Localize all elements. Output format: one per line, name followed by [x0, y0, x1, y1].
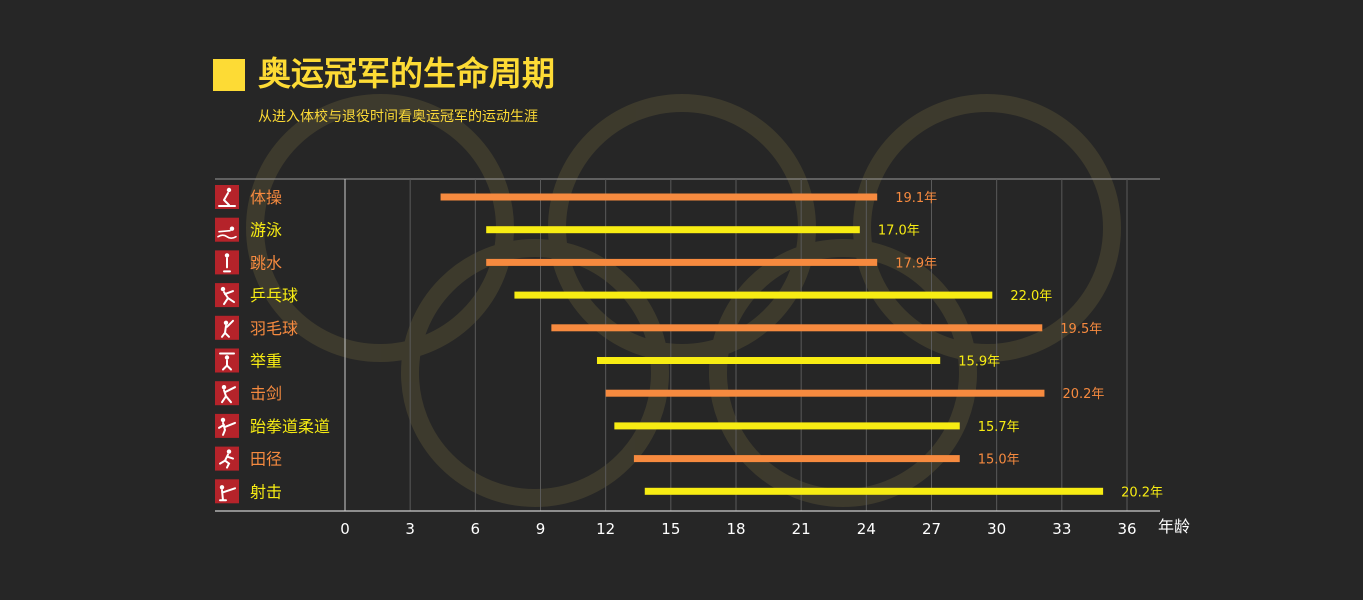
icon-stroke [217, 229, 237, 239]
taekwondo-judo-icon [215, 413, 239, 438]
value-label: 17.0年 [878, 224, 920, 239]
value-label: 22.0年 [1010, 289, 1052, 304]
range-bar [514, 291, 993, 299]
shooting-icon [215, 479, 239, 504]
category-label: 游泳 [250, 221, 282, 240]
swimming-icon [215, 217, 239, 242]
fencing-icon [215, 381, 239, 406]
value-label: 15.7年 [978, 420, 1020, 435]
gymnastics-icon [215, 185, 239, 209]
range-bar [440, 193, 878, 201]
x-tick-label: 36 [1117, 520, 1136, 538]
value-label: 19.1年 [895, 191, 937, 206]
ring-top-right [853, 94, 1121, 362]
range-bar [596, 357, 941, 364]
category-label: 田径 [250, 450, 282, 469]
value-label: 19.5年 [1060, 322, 1102, 337]
icon-head [223, 320, 229, 325]
icon-stroke [219, 352, 235, 371]
athletics-icon [215, 446, 239, 471]
x-tick-label: 3 [405, 520, 415, 538]
icon-head [221, 385, 227, 390]
badminton-icon [215, 315, 239, 340]
icon-stroke [219, 487, 236, 502]
value-label: 20.2年 [1062, 387, 1104, 402]
x-tick-label: 24 [857, 520, 876, 538]
x-tick-label: 6 [471, 520, 481, 538]
weightlifting-icon [215, 348, 239, 373]
icon-stroke [218, 192, 236, 207]
value-label: 17.9年 [895, 256, 937, 271]
icon-tile [215, 217, 239, 242]
x-tick-label: 9 [536, 520, 546, 538]
icon-head [220, 417, 226, 423]
icon-stroke [223, 257, 231, 273]
category-label: 射击 [250, 482, 282, 501]
icon-head [224, 253, 230, 258]
value-label: 15.9年 [958, 355, 1000, 370]
x-axis-title: 年龄 [1158, 517, 1190, 536]
icon-stroke [221, 386, 236, 404]
category-label: 体操 [250, 188, 282, 207]
ring-top-left [246, 94, 514, 362]
x-tick-label: 12 [596, 520, 615, 538]
category-label: 举重 [250, 352, 282, 371]
x-tick-label: 21 [792, 520, 811, 538]
range-bar [486, 258, 878, 266]
x-tick-label: 15 [661, 520, 680, 538]
page-subtitle: 从进入体校与退役时间看奥运冠军的运动生涯 [258, 109, 538, 125]
icon-head [226, 449, 232, 454]
icon-head [220, 286, 226, 292]
range-bar [605, 389, 1045, 397]
range-bar [486, 226, 860, 234]
ring-bottom-right [709, 239, 977, 507]
value-label: 15.0年 [978, 453, 1020, 468]
icon-stroke [221, 319, 234, 338]
value-label: 20.2年 [1121, 485, 1163, 500]
olympic-rings-watermark [246, 94, 1121, 507]
range-bar [614, 422, 960, 430]
range-bar [551, 324, 1043, 332]
x-tick-label: 18 [726, 520, 745, 538]
x-tick-label: 33 [1052, 520, 1071, 538]
icon-head [226, 187, 232, 193]
title-marker [213, 59, 245, 91]
category-label: 跳水 [250, 253, 282, 272]
range-bar [644, 487, 1104, 495]
icon-stroke [218, 421, 236, 436]
icon-head [219, 485, 225, 490]
diving-icon [215, 250, 239, 275]
range-bar [633, 455, 960, 463]
x-tick-label: 0 [340, 520, 350, 538]
x-tick-label: 27 [922, 520, 941, 538]
category-label: 乒乓球 [250, 286, 298, 305]
icon-tile [215, 381, 239, 406]
page-title: 奥运冠军的生命周期 [258, 54, 555, 93]
category-label: 跆拳道柔道 [250, 417, 330, 436]
category-label: 击剑 [250, 384, 282, 403]
ring-bottom-left [401, 239, 669, 507]
x-tick-label: 30 [987, 520, 1006, 538]
icon-stroke [223, 290, 235, 306]
category-label: 羽毛球 [250, 319, 298, 338]
table-tennis-icon [215, 283, 239, 308]
icon-head [224, 355, 230, 360]
icon-head [229, 226, 235, 231]
icon-stroke [219, 453, 234, 469]
